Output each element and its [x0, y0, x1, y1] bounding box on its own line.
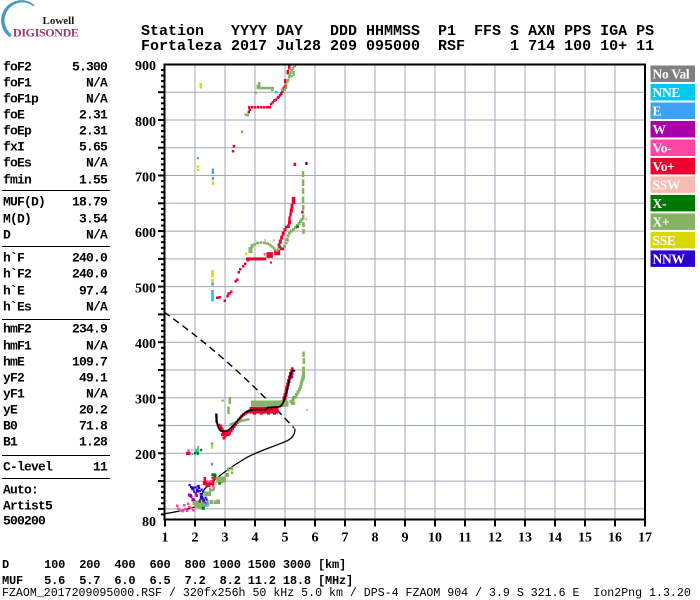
svg-text:NNW: NNW — [653, 252, 686, 267]
svg-text:400: 400 — [135, 337, 156, 352]
svg-text:9: 9 — [402, 531, 409, 546]
svg-text:Lowell: Lowell — [43, 15, 75, 27]
svg-text:3: 3 — [222, 531, 229, 546]
svg-text:1: 1 — [162, 531, 169, 546]
svg-text:12: 12 — [488, 531, 502, 546]
svg-text:NNE: NNE — [653, 85, 681, 100]
svg-text:200: 200 — [135, 448, 156, 463]
svg-text:15: 15 — [578, 531, 592, 546]
svg-text:700: 700 — [135, 170, 156, 185]
svg-text:6: 6 — [312, 531, 319, 546]
svg-text:600: 600 — [135, 226, 156, 241]
svg-text:7: 7 — [342, 531, 349, 546]
svg-text:X+: X+ — [653, 215, 670, 230]
svg-text:SSE: SSE — [653, 233, 676, 248]
svg-text:DIGISONDE: DIGISONDE — [13, 26, 79, 40]
svg-text:SSW: SSW — [653, 178, 681, 193]
svg-text:E: E — [653, 104, 662, 119]
svg-text:900: 900 — [135, 59, 156, 74]
svg-text:80: 80 — [142, 515, 156, 530]
svg-text:17: 17 — [638, 531, 652, 546]
svg-text:10: 10 — [428, 531, 442, 546]
svg-text:2: 2 — [192, 531, 199, 546]
svg-text:W: W — [653, 122, 667, 137]
svg-text:Vo-: Vo- — [653, 141, 672, 156]
svg-text:5: 5 — [282, 531, 289, 546]
svg-text:8: 8 — [372, 531, 379, 546]
svg-text:13: 13 — [518, 531, 532, 546]
svg-text:800: 800 — [135, 115, 156, 130]
svg-text:11: 11 — [458, 531, 471, 546]
svg-text:No Val: No Val — [653, 67, 690, 82]
svg-text:X-: X- — [653, 196, 667, 211]
svg-text:16: 16 — [608, 531, 622, 546]
svg-text:4: 4 — [252, 531, 259, 546]
svg-text:500: 500 — [135, 281, 156, 296]
svg-text:300: 300 — [135, 393, 156, 408]
svg-text:14: 14 — [548, 531, 562, 546]
svg-text:Vo+: Vo+ — [653, 159, 675, 174]
